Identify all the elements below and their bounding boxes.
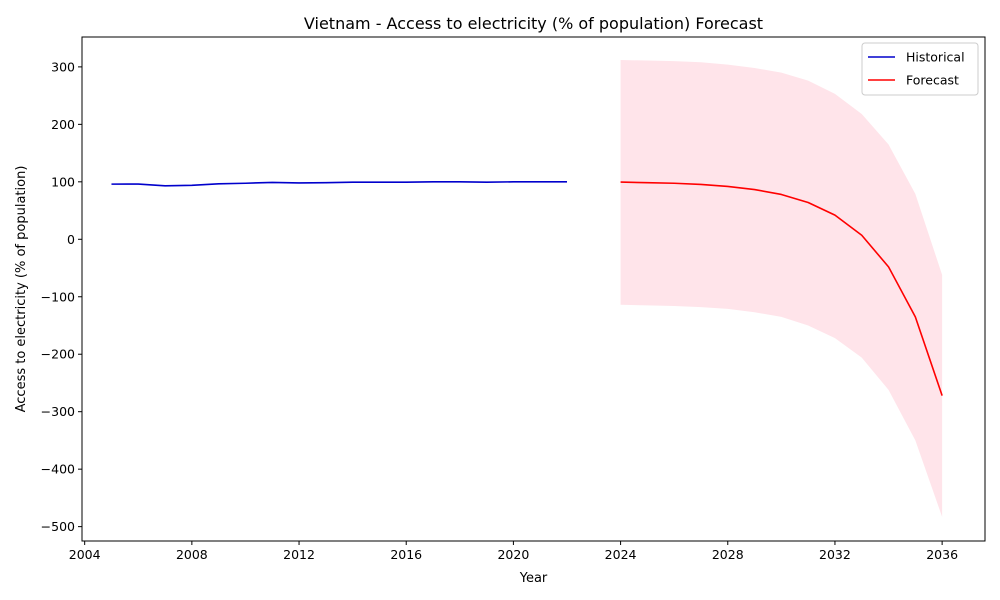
x-tick-label: 2024: [605, 547, 637, 562]
series-line-historical: [111, 181, 567, 187]
x-tick-label: 2028: [712, 547, 744, 562]
x-axis-ticks: 2004 2008 2012 2016 2020 2024 2028 2032 2036: [69, 541, 958, 562]
x-tick-label: 2032: [819, 547, 851, 562]
y-tick-label: −300: [41, 404, 75, 419]
x-tick-label: 2036: [926, 547, 958, 562]
chart-title: Vietnam - Access to electricity (% of po…: [304, 14, 763, 33]
x-tick-label: 2008: [176, 547, 208, 562]
y-tick-label: 200: [51, 117, 75, 132]
y-axis-ticks: −500 −400 −300 −200 −100 0 100 200 300: [41, 59, 82, 534]
y-tick-label: −500: [41, 519, 75, 534]
y-tick-label: 100: [51, 174, 75, 189]
series-line-forecast: [620, 181, 943, 396]
x-tick-label: 2020: [497, 547, 529, 562]
y-tick-label: −200: [41, 347, 75, 362]
y-tick-label: −400: [41, 462, 75, 477]
legend-label-historical: Historical: [906, 50, 965, 65]
legend-label-forecast: Forecast: [906, 73, 959, 88]
y-axis-label: Access to electricity (% of population): [14, 166, 29, 413]
x-tick-label: 2012: [283, 547, 315, 562]
x-tick-label: 2016: [390, 547, 422, 562]
series-lines-layer: [111, 181, 943, 396]
x-axis-label: Year: [519, 571, 548, 586]
legend-box: [861, 42, 979, 96]
x-tick-label: 2004: [69, 547, 101, 562]
confidence-band: [620, 59, 943, 517]
chart-legend: Historical Forecast: [861, 42, 979, 96]
confidence-interval-layer: [620, 59, 943, 517]
plot-area-frame: [81, 36, 986, 542]
y-tick-label: 300: [51, 59, 75, 74]
y-tick-label: 0: [67, 232, 75, 247]
y-tick-label: −100: [41, 289, 75, 304]
